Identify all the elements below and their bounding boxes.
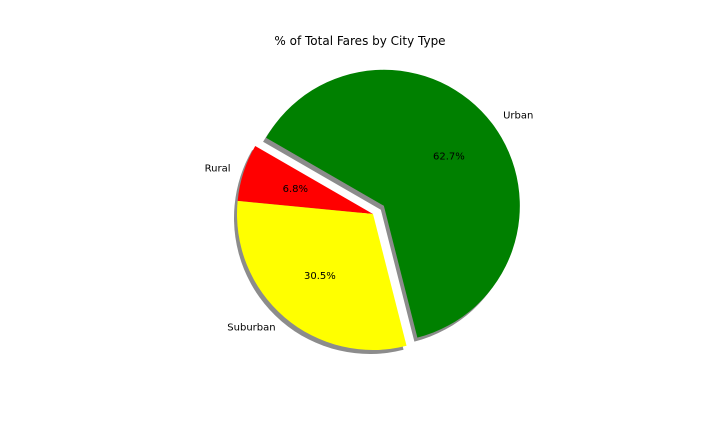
slice-percent-urban: 62.7% xyxy=(433,152,465,163)
chart-title: % of Total Fares by City Type xyxy=(274,34,446,48)
pie-slice-rural xyxy=(237,146,373,214)
slice-percent-suburban: 30.5% xyxy=(304,271,336,282)
slice-label-urban: Urban xyxy=(503,110,533,121)
slice-percent-rural: 6.8% xyxy=(283,184,308,195)
pie-slice-suburban xyxy=(236,200,407,350)
pie-slices xyxy=(236,69,520,350)
slice-label-suburban: Suburban xyxy=(227,323,275,334)
pie-labels: Rural 6.8% Suburban 30.5% Urban 62.7% xyxy=(205,110,534,333)
pie-slice-urban xyxy=(266,69,520,338)
slice-label-rural: Rural xyxy=(205,163,231,174)
